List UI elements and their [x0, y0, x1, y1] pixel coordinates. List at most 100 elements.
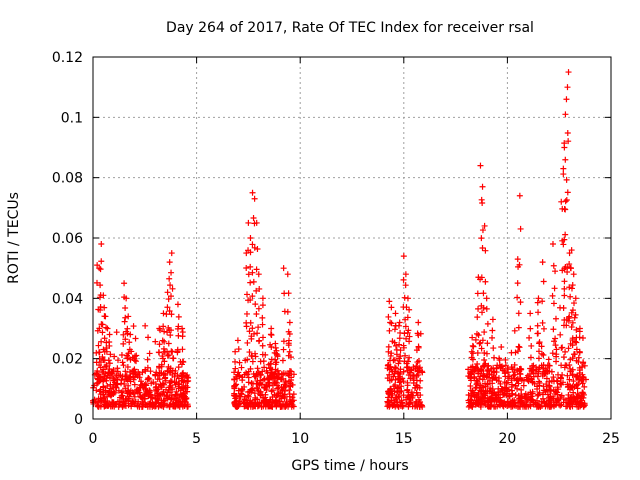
- data-point: [101, 348, 108, 355]
- data-point: [487, 403, 494, 410]
- data-point: [125, 387, 132, 394]
- data-point: [564, 372, 571, 379]
- data-point: [561, 236, 568, 243]
- data-point: [536, 382, 543, 389]
- data-point: [549, 292, 556, 299]
- data-point: [259, 321, 266, 328]
- data-point: [502, 356, 509, 363]
- data-point: [478, 368, 485, 375]
- data-point: [150, 402, 157, 409]
- data-point: [255, 305, 262, 312]
- data-point: [562, 156, 569, 163]
- data-point: [523, 403, 530, 410]
- data-point: [563, 176, 570, 183]
- data-point: [576, 377, 583, 384]
- data-point: [161, 328, 168, 335]
- data-point: [571, 300, 578, 307]
- data-point: [129, 400, 136, 407]
- data-point: [576, 328, 583, 335]
- data-point: [516, 192, 523, 199]
- data-point: [515, 310, 522, 317]
- data-point: [288, 403, 295, 410]
- data-point: [165, 340, 172, 347]
- data-point: [535, 355, 542, 362]
- data-point: [166, 308, 173, 315]
- data-point: [267, 364, 274, 371]
- data-point: [511, 361, 518, 368]
- data-point: [101, 374, 108, 381]
- data-point: [392, 394, 399, 401]
- data-point: [579, 389, 586, 396]
- data-point: [385, 343, 392, 350]
- data-point: [99, 354, 106, 361]
- data-point: [387, 319, 394, 326]
- data-point: [465, 391, 472, 398]
- data-point: [399, 403, 406, 410]
- x-axis-ticks: 0 5 10 15 20 25: [89, 57, 620, 447]
- data-point: [578, 363, 585, 370]
- data-point: [274, 382, 281, 389]
- data-point: [179, 373, 186, 380]
- data-point: [489, 334, 496, 341]
- data-point: [573, 326, 580, 333]
- y-tick-label: 0.06: [52, 231, 83, 247]
- data-point: [553, 388, 559, 395]
- data-point: [131, 381, 138, 388]
- data-point: [489, 396, 496, 403]
- data-point: [99, 329, 106, 336]
- data-point: [572, 311, 579, 318]
- data-point: [474, 360, 481, 367]
- data-point: [106, 331, 113, 338]
- data-point: [175, 385, 182, 392]
- data-point: [535, 368, 542, 375]
- data-point: [573, 357, 580, 364]
- data-point: [288, 374, 295, 381]
- data-point: [130, 367, 137, 374]
- data-point: [509, 403, 516, 410]
- data-point: [488, 398, 495, 405]
- data-point: [562, 231, 569, 238]
- data-point: [280, 265, 287, 272]
- data-point: [245, 271, 252, 278]
- data-point: [547, 399, 554, 406]
- data-point: [272, 361, 279, 368]
- data-point: [103, 345, 110, 352]
- data-point: [235, 401, 242, 408]
- data-point: [262, 394, 269, 401]
- data-point: [545, 401, 552, 408]
- data-point: [407, 399, 414, 406]
- data-point: [232, 365, 239, 372]
- data-point: [258, 371, 265, 378]
- data-point: [572, 373, 579, 380]
- data-point: [255, 324, 262, 331]
- data-point: [178, 361, 185, 368]
- data-point: [285, 290, 292, 297]
- data-point: [514, 280, 521, 287]
- data-point: [563, 96, 570, 103]
- data-point: [479, 309, 486, 316]
- data-point: [147, 394, 154, 401]
- data-point: [544, 368, 551, 375]
- data-point: [287, 354, 294, 361]
- data-point: [482, 380, 489, 387]
- data-point: [97, 266, 104, 273]
- data-point: [474, 378, 481, 385]
- data-point: [539, 259, 546, 266]
- data-point: [388, 320, 395, 327]
- y-tick-label: 0.12: [52, 50, 83, 66]
- data-point: [247, 297, 254, 304]
- data-point: [105, 369, 112, 376]
- data-point: [108, 390, 115, 397]
- data-point: [483, 305, 490, 312]
- data-point: [400, 344, 407, 351]
- data-point: [118, 389, 125, 396]
- data-point: [479, 337, 486, 344]
- data-point: [489, 316, 496, 323]
- data-point: [581, 383, 588, 390]
- data-point: [478, 235, 485, 242]
- data-point: [474, 350, 481, 357]
- y-tick-label: 0.04: [52, 291, 83, 307]
- data-point: [468, 377, 475, 384]
- data-point: [160, 323, 167, 330]
- data-point: [558, 401, 565, 408]
